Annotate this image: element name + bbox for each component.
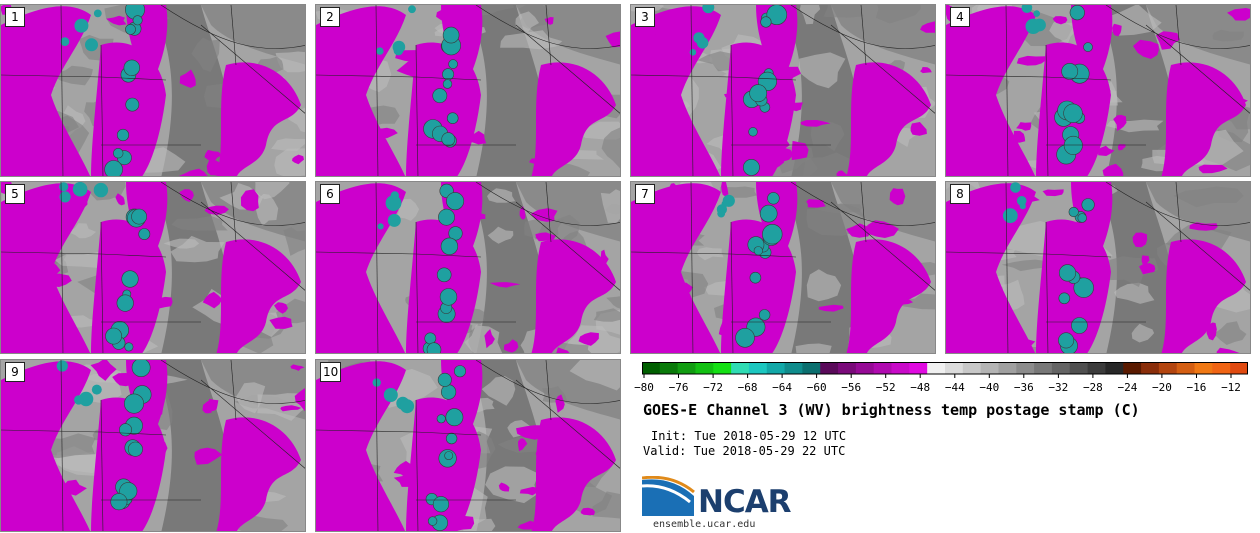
colorbar-tick-label: −16 xyxy=(1186,381,1207,394)
colorbar-swatch xyxy=(962,362,982,374)
logo-text: NCAR xyxy=(698,484,792,520)
colorbar-swatch xyxy=(1176,362,1196,374)
colorbar-swatch xyxy=(855,362,875,374)
postage-stamp-panel: 8 xyxy=(945,181,1251,354)
colorbar-swatch xyxy=(677,362,696,374)
postage-stamp-panel: 6 xyxy=(315,181,621,354)
colorbar xyxy=(642,362,1248,378)
colorbar-swatch xyxy=(838,362,857,374)
panel-number: 6 xyxy=(320,184,340,204)
colorbar-swatch xyxy=(1141,362,1160,374)
colorbar-swatch xyxy=(1123,362,1142,374)
wv-map xyxy=(316,5,620,176)
colorbar-swatch xyxy=(784,362,803,374)
logo-url: ensemble.ucar.edu xyxy=(653,519,756,530)
wv-map xyxy=(631,5,935,176)
colorbar-tick-label: −68 xyxy=(737,381,758,394)
postage-stamp-panel: 1 xyxy=(0,4,306,177)
panel-number: 8 xyxy=(950,184,970,204)
colorbar-swatch xyxy=(873,362,893,374)
colorbar-swatch xyxy=(713,362,732,374)
colorbar-swatch xyxy=(659,362,679,374)
colorbar-tick-label: −72 xyxy=(703,381,723,394)
panel-number: 3 xyxy=(635,7,655,27)
postage-stamp-panel: 5 xyxy=(0,181,306,354)
colorbar-tick-label: −52 xyxy=(875,381,896,394)
colorbar-swatch xyxy=(802,362,821,374)
colorbar-tick-label: −80 xyxy=(634,381,654,394)
wv-map xyxy=(1,182,305,353)
postage-stamp-panel: 4 xyxy=(945,4,1251,177)
colorbar-swatch xyxy=(1051,362,1071,374)
colorbar-swatch xyxy=(1105,362,1124,374)
colorbar-swatch xyxy=(1230,362,1248,374)
colorbar-swatch xyxy=(642,362,661,374)
wv-map xyxy=(1,360,305,531)
colorbar-swatch xyxy=(1016,362,1035,374)
postage-stamp-panel: 10 xyxy=(315,359,621,532)
colorbar-tick-label: −28 xyxy=(1082,381,1103,394)
colorbar-swatch xyxy=(1087,362,1106,374)
colorbar-swatch xyxy=(945,362,964,374)
wv-map xyxy=(946,182,1250,353)
colorbar-swatch xyxy=(980,362,999,374)
colorbar-tick-label: −36 xyxy=(1013,381,1034,394)
colorbar-swatch xyxy=(1194,362,1213,374)
wv-map xyxy=(946,5,1250,176)
colorbar-tick-label: −44 xyxy=(944,381,965,394)
colorbar-swatch xyxy=(927,362,946,374)
colorbar-swatch xyxy=(766,362,786,374)
colorbar-swatch xyxy=(820,362,839,374)
colorbar-tick-label: −76 xyxy=(668,381,689,394)
postage-stamp-panel: 7 xyxy=(630,181,936,354)
colorbar-swatch xyxy=(909,362,928,374)
wv-map xyxy=(1,5,305,176)
colorbar-tick-label: −40 xyxy=(979,381,1000,394)
figure-title: GOES-E Channel 3 (WV) brightness temp po… xyxy=(643,401,1140,419)
colorbar-swatch xyxy=(1069,362,1089,374)
wv-map xyxy=(316,360,620,531)
panel-number: 9 xyxy=(5,362,25,382)
panel-number: 7 xyxy=(635,184,655,204)
colorbar-swatch xyxy=(731,362,750,374)
colorbar-swatch xyxy=(998,362,1017,374)
panel-number: 10 xyxy=(320,362,342,382)
panel-number: 5 xyxy=(5,184,25,204)
colorbar-swatch xyxy=(1158,362,1178,374)
colorbar-swatch xyxy=(891,362,910,374)
colorbar-tick-label: −60 xyxy=(806,381,827,394)
panel-number: 2 xyxy=(320,7,340,27)
colorbar-tick-label: −24 xyxy=(1117,381,1138,394)
postage-stamp-panel: 3 xyxy=(630,4,936,177)
colorbar-tick-label: −64 xyxy=(772,381,793,394)
colorbar-tick-label: −48 xyxy=(910,381,931,394)
panel-number: 1 xyxy=(5,7,25,27)
valid-time: Valid: Tue 2018-05-29 22 UTC xyxy=(643,444,846,458)
colorbar-swatch xyxy=(748,362,768,374)
colorbar-swatch xyxy=(1034,362,1053,374)
wv-map xyxy=(631,182,935,353)
colorbar-tick-label: −32 xyxy=(1048,381,1069,394)
init-time: Init: Tue 2018-05-29 12 UTC xyxy=(651,429,847,443)
colorbar-tick-label: −20 xyxy=(1152,381,1172,394)
postage-stamp-panel: 9 xyxy=(0,359,306,532)
colorbar-swatch xyxy=(1212,362,1231,374)
colorbar-tick-label: −12 xyxy=(1221,381,1241,394)
colorbar-tick-label: −56 xyxy=(841,381,862,394)
ncar-logo-icon xyxy=(642,476,695,516)
postage-stamp-panel: 2 xyxy=(315,4,621,177)
wv-map xyxy=(316,182,620,353)
colorbar-swatch xyxy=(695,362,714,374)
panel-number: 4 xyxy=(950,7,970,27)
